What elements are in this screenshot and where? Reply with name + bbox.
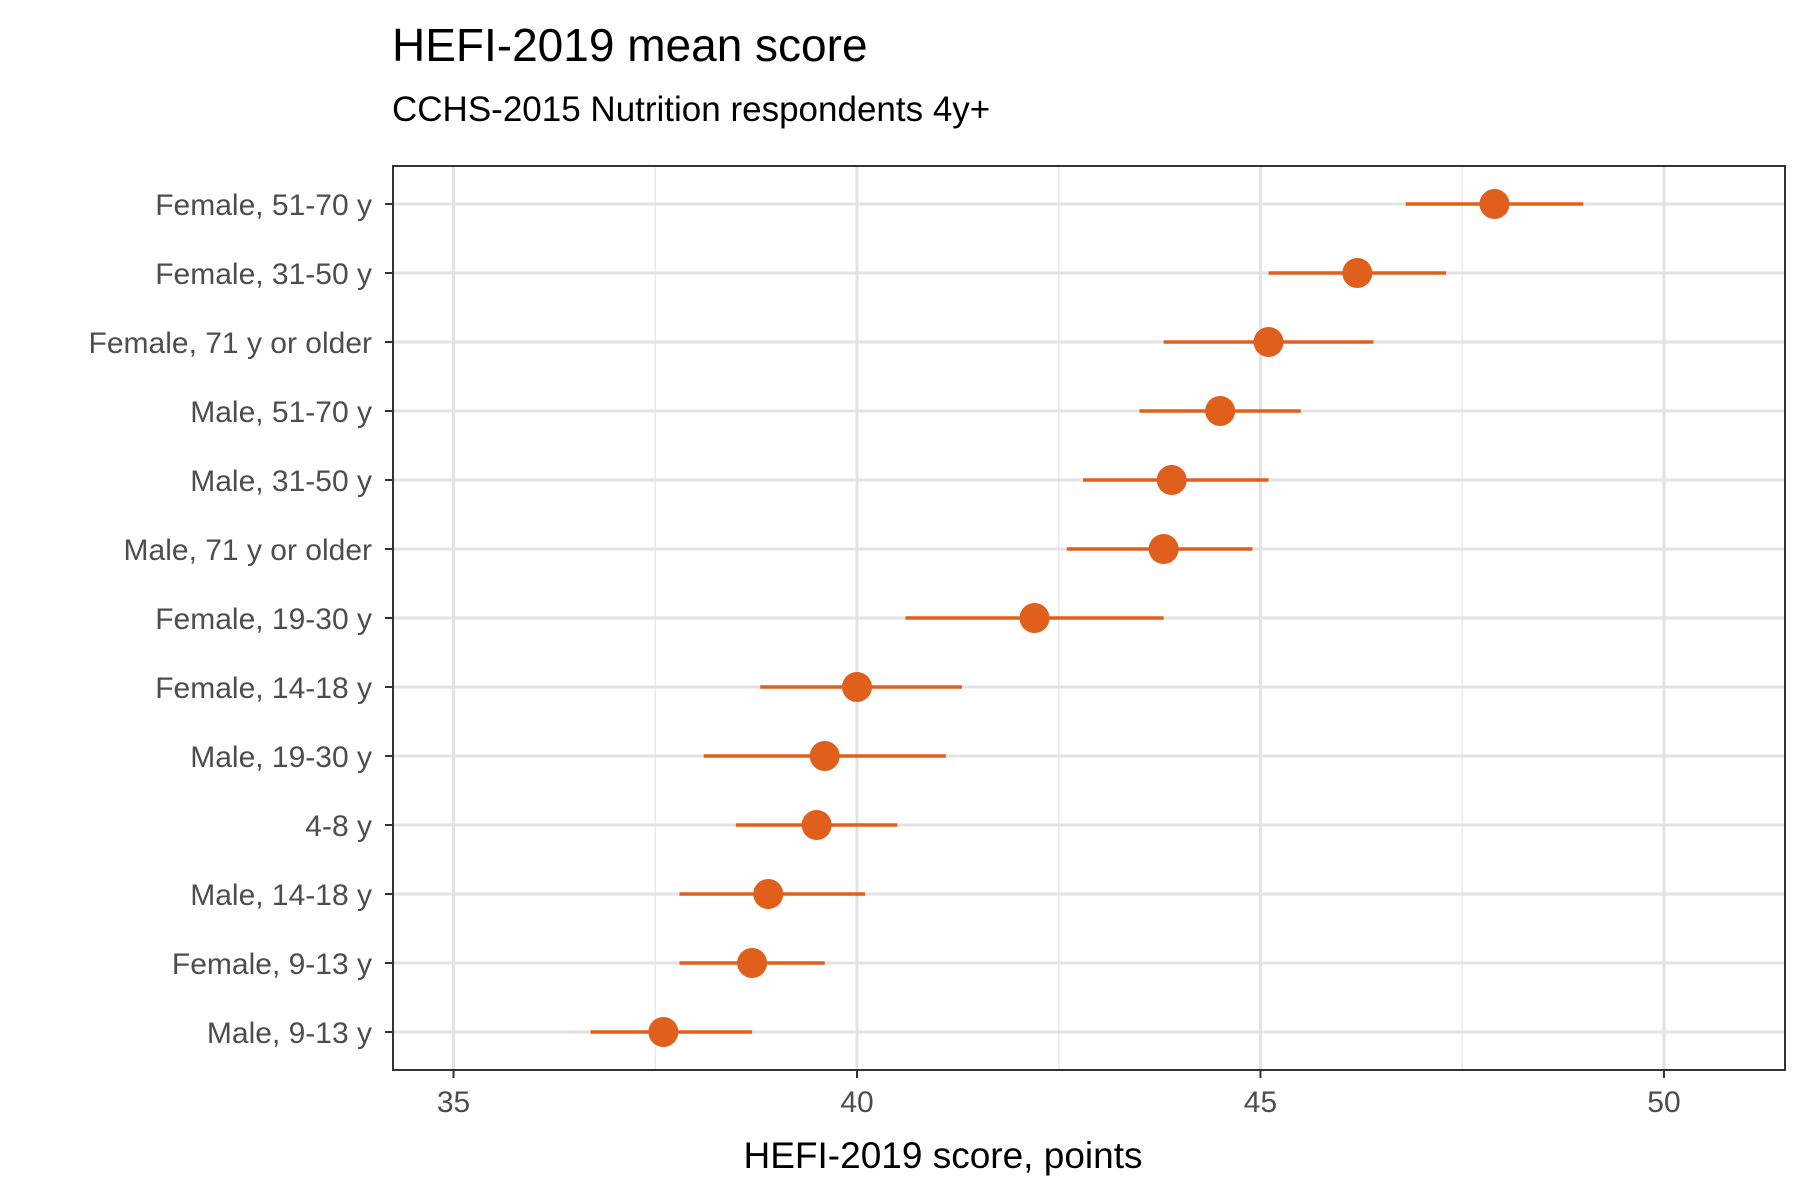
y-tick-label: Male, 31-50 y xyxy=(190,465,372,498)
x-tick-label: 35 xyxy=(437,1086,470,1119)
data-point xyxy=(842,672,872,702)
y-tick-label: Male, 14-18 y xyxy=(190,879,372,912)
y-tick-label: Female, 71 y or older xyxy=(89,327,372,360)
y-tick-label: Male, 19-30 y xyxy=(190,741,372,774)
y-tick-label: Female, 51-70 y xyxy=(155,189,372,222)
data-point xyxy=(801,810,832,840)
x-axis-title: HEFI-2019 score, points xyxy=(744,1135,1143,1176)
data-point xyxy=(1019,603,1050,633)
y-tick-label: Female, 14-18 y xyxy=(155,672,372,705)
x-tick-label: 40 xyxy=(840,1086,873,1119)
data-point xyxy=(1479,189,1510,219)
y-tick-label: 4-8 y xyxy=(305,810,372,843)
data-point xyxy=(1342,258,1373,288)
data-point xyxy=(1253,327,1284,357)
data-point xyxy=(753,879,784,909)
data-point xyxy=(809,741,840,771)
y-tick-label: Male, 9-13 y xyxy=(207,1017,372,1050)
chart-title: HEFI-2019 mean score xyxy=(392,19,868,71)
y-tick-label: Male, 51-70 y xyxy=(190,396,372,429)
data-marks xyxy=(590,189,1584,1047)
x-tick-label: 50 xyxy=(1647,1086,1680,1119)
y-tick-label: Male, 71 y or older xyxy=(124,534,372,567)
data-point xyxy=(648,1017,679,1047)
y-tick-label: Female, 19-30 y xyxy=(155,603,372,636)
axes: Female, 51-70 y Female, 31-50 y Female, 71… xyxy=(89,165,1786,1119)
data-point xyxy=(1205,396,1236,426)
x-tick-label: 45 xyxy=(1244,1086,1277,1119)
data-point xyxy=(737,948,768,978)
data-point xyxy=(1156,465,1187,495)
y-tick-label: Female, 9-13 y xyxy=(172,948,372,981)
chart-subtitle: CCHS-2015 Nutrition respondents 4y+ xyxy=(392,90,991,129)
y-tick-label: Female, 31-50 y xyxy=(155,258,372,291)
data-point xyxy=(1148,534,1179,564)
gridlines xyxy=(393,166,1785,1070)
